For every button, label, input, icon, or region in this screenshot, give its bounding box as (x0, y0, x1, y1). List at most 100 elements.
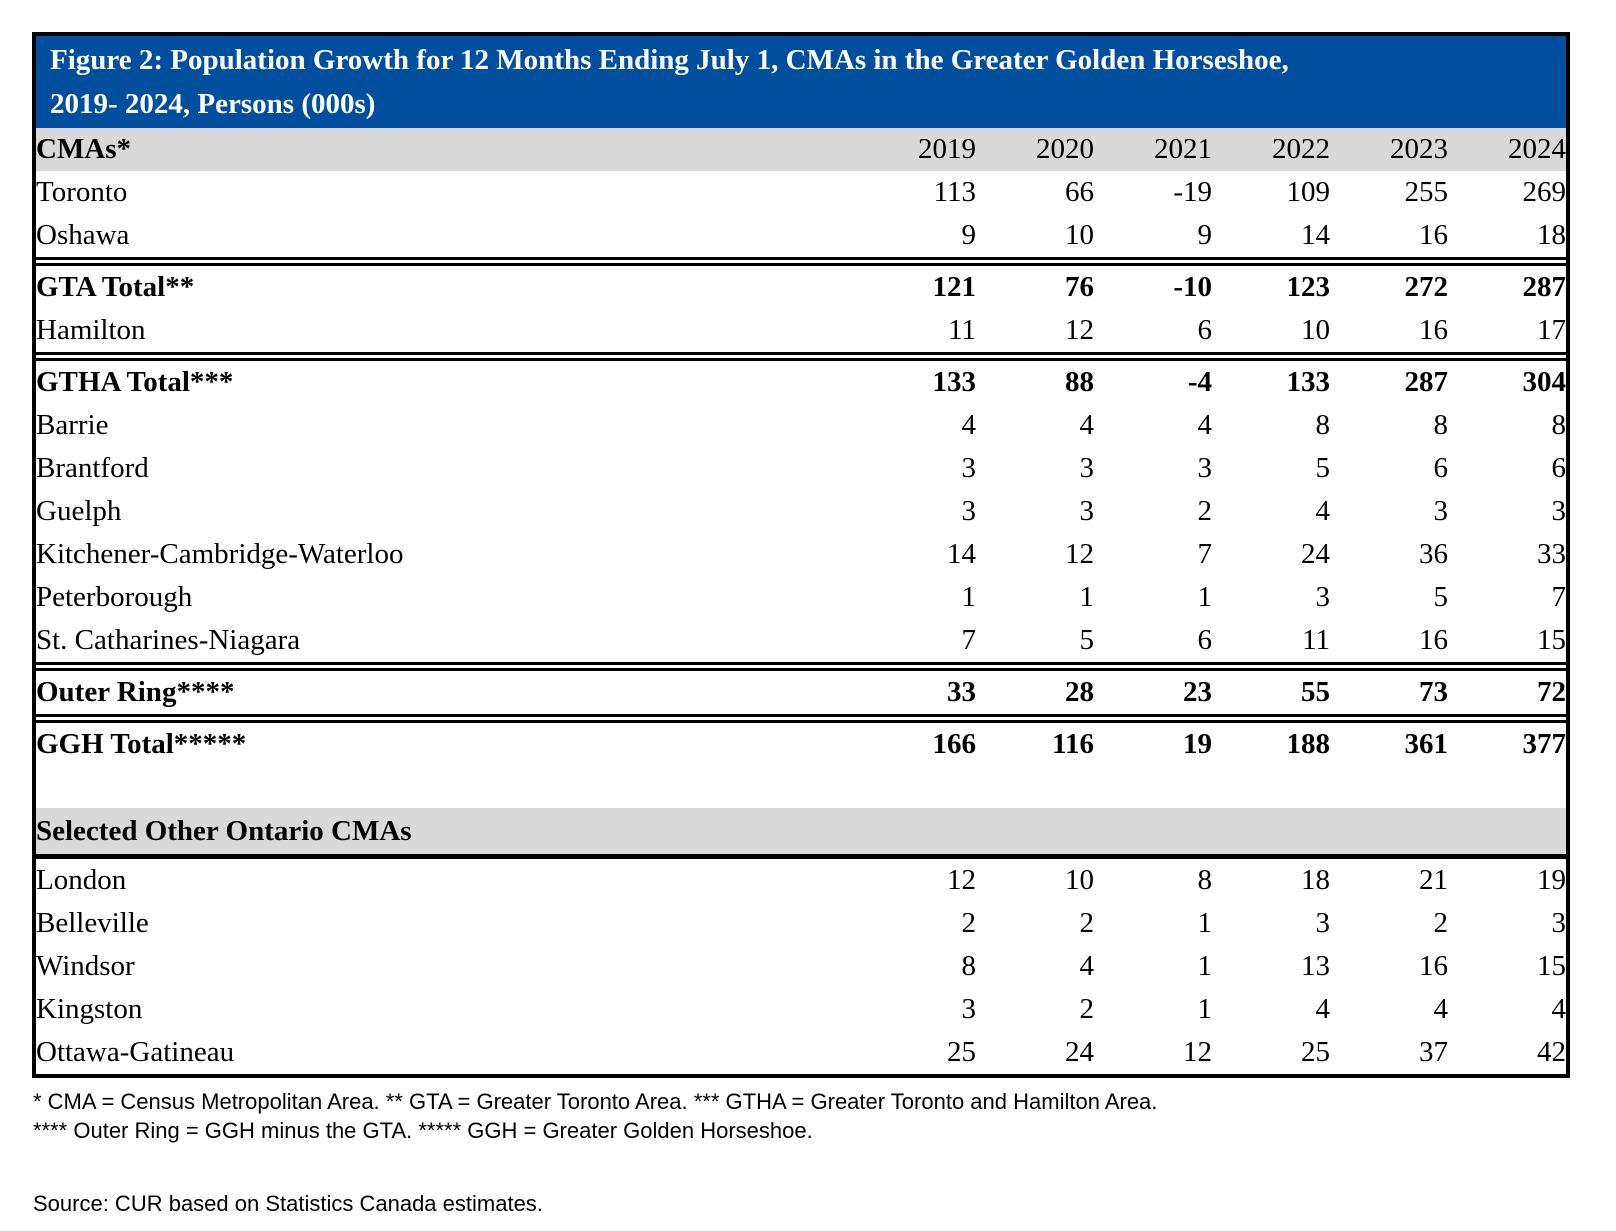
table-row-kitchener-cambridge-waterloo: Kitchener-Cambridge-Waterloo 14 12 7 24 … (36, 533, 1566, 576)
cell-value: 9 (1197, 219, 1213, 251)
source-note: Source: CUR based on Statistics Canada e… (33, 1191, 543, 1216)
cell-value: 3 (1551, 907, 1567, 939)
cell-value: 4 (1315, 993, 1331, 1025)
spacer-row (36, 766, 1566, 808)
table-row-gta-total: GTA Total** 121 76 -10 123 272 287 (36, 257, 1566, 309)
cell-value: 2 (1197, 495, 1213, 527)
footnote-line-2: **** Outer Ring = GGH minus the GTA. ***… (33, 1118, 813, 1143)
population-table: CMAs* 2019 2020 2021 2022 2023 2024 Toro… (36, 128, 1566, 1074)
column-header-2019: 2019 (858, 128, 976, 171)
cell-value: 28 (976, 662, 1094, 719)
cell-value: 2 (1079, 907, 1095, 939)
cell-value: 25 (947, 1036, 976, 1068)
cell-value: 73 (1330, 662, 1448, 719)
row-label: Windsor (36, 950, 135, 982)
table-row-hamilton: Hamilton 11 12 6 10 16 17 (36, 309, 1566, 357)
table-row-kingston: Kingston 3 2 1 4 4 4 (36, 988, 1566, 1031)
row-label: St. Catharines-Niagara (36, 624, 301, 656)
cell-value: 5 (1433, 581, 1449, 613)
cell-value: 42 (1537, 1036, 1566, 1068)
section-header-row: Selected Other Ontario CMAs (36, 808, 1566, 859)
cell-value: 1 (961, 581, 977, 613)
cell-value: 15 (1537, 950, 1566, 982)
cell-value: 166 (858, 714, 976, 766)
cell-value: 1 (1197, 993, 1213, 1025)
cell-value: 25 (1301, 1036, 1330, 1068)
cell-value: 72 (1448, 662, 1566, 719)
cell-value: 8 (1315, 409, 1331, 441)
cell-value: 9 (961, 219, 977, 251)
column-header-2022: 2022 (1212, 128, 1330, 171)
cell-value: 10 (1065, 864, 1094, 896)
cell-value: -4 (1094, 352, 1212, 404)
cell-value: 18 (1537, 219, 1566, 251)
cell-value: 8 (1197, 864, 1213, 896)
cell-value: 133 (858, 352, 976, 404)
cell-value: 1 (1197, 907, 1213, 939)
cell-value: 1 (1197, 581, 1213, 613)
cell-value: 17 (1537, 314, 1566, 346)
row-label: Kitchener-Cambridge-Waterloo (36, 538, 404, 570)
row-label: Peterborough (36, 581, 193, 613)
row-label: GTHA Total*** (36, 352, 858, 404)
cell-value: 10 (1065, 219, 1094, 251)
cell-value: 33 (1537, 538, 1566, 570)
cell-value: 121 (858, 257, 976, 309)
row-label: Guelph (36, 495, 122, 527)
cell-value: 12 (947, 864, 976, 896)
cell-value: 4 (1079, 409, 1095, 441)
cell-value: 4 (1079, 950, 1095, 982)
cell-value: 133 (1212, 352, 1330, 404)
row-label: Belleville (36, 907, 149, 939)
cell-value: 15 (1537, 624, 1566, 656)
cell-value: 1 (1079, 581, 1095, 613)
cell-value: 8 (1433, 409, 1449, 441)
cell-value: 3 (1315, 907, 1331, 939)
cell-value: 14 (947, 538, 976, 570)
table-row-windsor: Windsor 8 4 1 13 16 15 (36, 945, 1566, 988)
table-row-ottawa-gatineau: Ottawa-Gatineau 25 24 12 25 37 42 (36, 1031, 1566, 1074)
cell-value: 12 (1065, 538, 1094, 570)
table-row-outer-ring: Outer Ring**** 33 28 23 55 73 72 (36, 662, 1566, 719)
cell-value: 7 (1197, 538, 1213, 570)
footnote-line-1: * CMA = Census Metropolitan Area. ** GTA… (33, 1089, 1158, 1114)
row-label: London (36, 864, 127, 896)
cell-value: 18 (1301, 864, 1330, 896)
cell-value: -10 (1094, 257, 1212, 309)
cell-value: 3 (961, 495, 977, 527)
table-row-belleville: Belleville 2 2 1 3 2 3 (36, 902, 1566, 945)
cell-value: 255 (1404, 176, 1449, 208)
cell-value: 304 (1448, 352, 1566, 404)
cell-value: 6 (1197, 314, 1213, 346)
cell-value: 16 (1419, 950, 1448, 982)
cell-value: 33 (858, 662, 976, 719)
column-header-2023: 2023 (1330, 128, 1448, 171)
cell-value: 7 (961, 624, 977, 656)
row-label: Barrie (36, 409, 109, 441)
cell-value: 3 (1551, 495, 1567, 527)
column-header-2024: 2024 (1448, 128, 1566, 171)
table-row-peterborough: Peterborough 1 1 1 3 5 7 (36, 576, 1566, 619)
cell-value: 5 (1079, 624, 1095, 656)
cell-value: 3 (961, 993, 977, 1025)
table-row-guelph: Guelph 3 3 2 4 3 3 (36, 490, 1566, 533)
cell-value: 3 (1197, 452, 1213, 484)
row-label: Brantford (36, 452, 149, 484)
cell-value: 4 (1433, 993, 1449, 1025)
cell-value: 19 (1094, 714, 1212, 766)
cell-value: 16 (1419, 624, 1448, 656)
cell-value: 24 (1301, 538, 1330, 570)
cell-value: 36 (1419, 538, 1448, 570)
table-row-ggh-total: GGH Total***** 166 116 19 188 361 377 (36, 714, 1566, 766)
section-header-label: Selected Other Ontario CMAs (36, 808, 1566, 859)
table-header-row: CMAs* 2019 2020 2021 2022 2023 2024 (36, 128, 1566, 171)
cell-value: 2 (1079, 993, 1095, 1025)
table-row-oshawa: Oshawa 9 10 9 14 16 18 (36, 214, 1566, 262)
cell-value: 287 (1330, 352, 1448, 404)
cell-value: 361 (1330, 714, 1448, 766)
cell-value: 21 (1419, 864, 1448, 896)
cell-value: 66 (1065, 176, 1094, 208)
cell-value: 123 (1212, 257, 1330, 309)
cell-value: 19 (1537, 864, 1566, 896)
